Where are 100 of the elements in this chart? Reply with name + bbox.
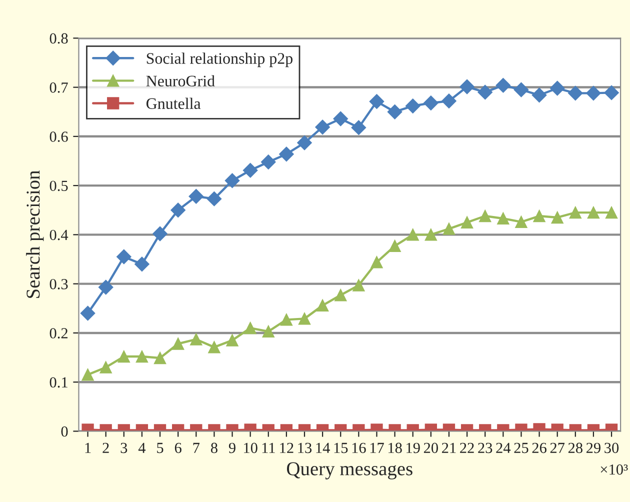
point [188, 188, 204, 204]
y-tick-label: 0.7 [50, 82, 68, 93]
point [262, 325, 274, 338]
point [244, 322, 256, 334]
point [568, 86, 583, 101]
x-tick-label: 11 [262, 442, 275, 453]
point [532, 88, 547, 103]
legend-label: NeuroGrid [146, 75, 215, 86]
x-axis-title: Query messages [287, 462, 412, 480]
point [424, 96, 438, 110]
point [369, 94, 384, 109]
point [152, 226, 168, 242]
point [388, 240, 401, 252]
point [605, 206, 618, 219]
y-tick-label: 0 [61, 426, 68, 437]
x-tick-label: 21 [442, 442, 456, 453]
point [316, 299, 329, 312]
x-tick-label: 26 [532, 442, 546, 454]
x-tick-label: 30 [604, 442, 619, 454]
x-tick-label: 19 [406, 442, 420, 454]
point [352, 279, 365, 292]
y-tick-label: 0.5 [50, 180, 68, 192]
point [154, 352, 166, 364]
y-tick-label: 0.8 [50, 33, 68, 44]
point [351, 120, 366, 135]
x-tick-label: 25 [514, 442, 528, 454]
point [533, 210, 546, 222]
point [280, 314, 293, 326]
point [514, 82, 529, 98]
point [98, 280, 114, 295]
point [80, 306, 96, 321]
legend-label: Social relationship p2p [146, 52, 292, 68]
point [334, 289, 347, 302]
x-tick-label: 20 [424, 442, 438, 454]
point [116, 249, 132, 264]
x-tick-label: 16 [352, 442, 366, 454]
point [315, 120, 330, 134]
point [226, 334, 238, 346]
point [604, 85, 619, 100]
point [224, 173, 240, 188]
x-tick-label: 5 [157, 442, 164, 454]
point [460, 79, 474, 94]
x-tick-label: 15 [334, 442, 348, 454]
x-tick-label: 29 [586, 442, 600, 454]
point [260, 154, 276, 170]
x-tick-label: 28 [568, 442, 582, 454]
point [442, 94, 456, 108]
point [206, 191, 222, 206]
x-tick-label: 4 [138, 442, 146, 453]
x-tick-label: 3 [120, 442, 128, 454]
point [479, 210, 492, 222]
x-tick-label: 14 [316, 442, 330, 453]
y-tick-label: 0.1 [50, 377, 68, 388]
x-tick-label: 23 [478, 442, 492, 454]
point [586, 86, 601, 101]
x-tick-label: 22 [460, 442, 474, 453]
point [387, 104, 402, 120]
y-tick-label: 0.6 [50, 132, 68, 142]
point [134, 256, 150, 272]
y-axis-title: Search precision [26, 170, 44, 298]
point [136, 350, 148, 363]
x-tick-label: 17 [370, 442, 384, 453]
x-tick-label: 9 [228, 442, 236, 454]
point [370, 256, 383, 268]
point [442, 222, 456, 235]
x-tick-label: 13 [298, 442, 312, 454]
point [497, 212, 510, 225]
point [460, 216, 474, 228]
x-tick-label: 24 [496, 442, 511, 453]
point [298, 312, 311, 325]
y-tick-label: 0.2 [50, 328, 68, 338]
x-tick-label: 2 [102, 442, 109, 453]
point [551, 211, 564, 224]
point [297, 135, 312, 150]
x-tick-label: 10 [244, 442, 258, 454]
point [406, 228, 419, 241]
point [82, 368, 94, 381]
point [424, 228, 437, 241]
point [190, 333, 202, 346]
text: ×10³ [600, 464, 628, 475]
point [172, 338, 184, 350]
legend-label: Gnutella [146, 98, 201, 109]
point [478, 84, 492, 100]
point [333, 111, 348, 126]
x-tick-label: 6 [174, 442, 182, 454]
point [170, 202, 186, 218]
x-tick-label: 18 [388, 442, 402, 454]
x-tick-label: 27 [550, 442, 565, 453]
y-tick-label: 0.3 [50, 278, 68, 290]
x-tick-label: 1 [85, 442, 91, 453]
point [208, 341, 220, 354]
point [515, 216, 528, 228]
point [118, 350, 130, 363]
point [405, 98, 420, 114]
x-tick-label: 7 [193, 442, 200, 453]
x-tick-label: 12 [280, 442, 294, 453]
point [587, 206, 600, 219]
point [550, 80, 565, 96]
point [569, 206, 582, 219]
point [279, 146, 294, 162]
